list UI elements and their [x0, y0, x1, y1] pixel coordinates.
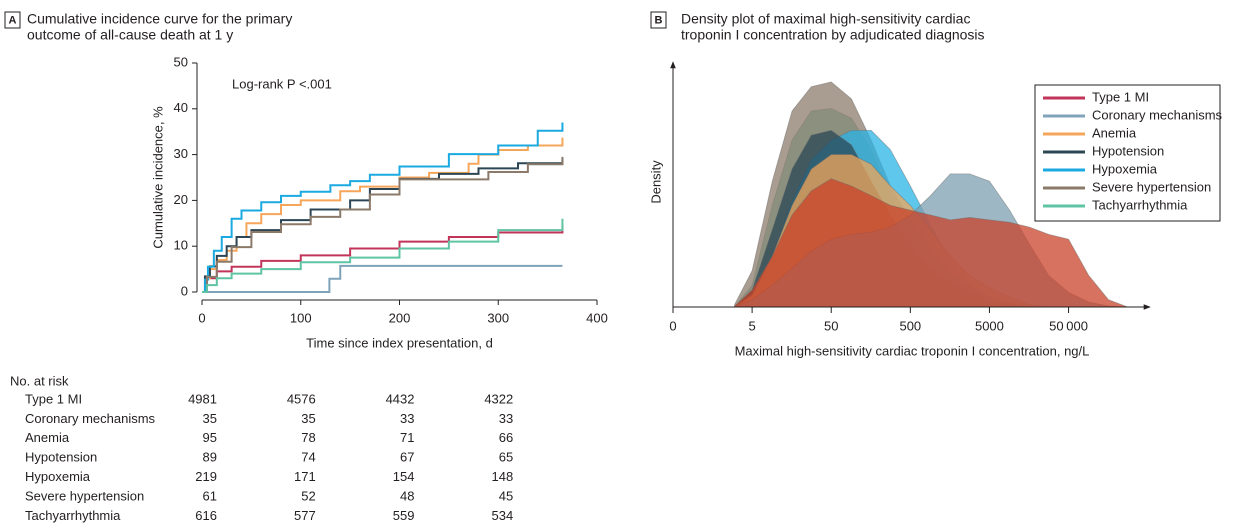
risk-table-title: No. at risk [10, 373, 69, 388]
y-tick-label: 40 [174, 100, 188, 115]
x-tick-label: 200 [389, 310, 411, 325]
risk-count: 78 [301, 430, 315, 445]
risk-count: 45 [499, 488, 513, 503]
risk-count: 4981 [188, 391, 217, 406]
risk-row-name: Anemia [25, 430, 70, 445]
risk-count: 148 [492, 469, 514, 484]
risk-count: 534 [492, 508, 514, 523]
step-line [202, 218, 564, 293]
y-tick-label: 0 [181, 283, 188, 298]
x-tick-label: 0 [198, 310, 205, 325]
y-tick-label: 20 [174, 192, 188, 207]
risk-count: 67 [400, 450, 414, 465]
risk-count: 61 [203, 488, 217, 503]
risk-row-name: Coronary mechanisms [25, 411, 156, 426]
risk-count: 171 [294, 469, 316, 484]
risk-count: 35 [301, 411, 315, 426]
y-tick-label: 50 [174, 54, 188, 69]
risk-count: 559 [393, 508, 415, 523]
risk-count: 219 [195, 469, 217, 484]
y-tick-label: 10 [174, 238, 188, 253]
risk-count: 4322 [484, 391, 513, 406]
risk-count: 33 [400, 411, 414, 426]
risk-count: 65 [499, 450, 513, 465]
risk-row-name: Hypotension [25, 450, 97, 465]
chart-title: Density plot of maximal high-sensitivity… [681, 11, 970, 27]
x-tick-label: 50 000 [1049, 318, 1088, 333]
x-tick-label: 400 [586, 310, 608, 325]
x-tick-label: 500 [899, 318, 921, 333]
panel-label-box [4, 11, 21, 29]
density-area [734, 178, 1128, 308]
risk-count: 616 [195, 508, 217, 523]
step-line [202, 264, 563, 293]
risk-count: 154 [393, 469, 415, 484]
legend-label: Tachyarrhythmia [1092, 197, 1188, 212]
x-axis-label: Time since index presentation, d [306, 335, 493, 350]
legend-label: Type 1 MI [1092, 89, 1149, 104]
y-axis-label: Cumulative incidence, % [150, 106, 165, 249]
chart-title: troponin I concentration by adjudicated … [681, 27, 985, 43]
step-line [202, 156, 564, 293]
risk-row-name: Tachyarrhythmia [25, 508, 121, 523]
legend-label: Severe hypertension [1092, 179, 1211, 194]
panel-label: B [655, 14, 663, 26]
risk-count: 35 [203, 411, 217, 426]
panel-label: A [9, 14, 17, 26]
risk-count: 577 [294, 508, 316, 523]
annotation: Log-rank P <.001 [232, 76, 332, 91]
x-tick-label: 50 [824, 318, 838, 333]
risk-count: 89 [203, 450, 217, 465]
x-tick-label: 100 [290, 310, 312, 325]
risk-count: 74 [301, 450, 315, 465]
y-axis-label: Density [648, 160, 663, 204]
risk-row-name: Severe hypertension [25, 488, 144, 503]
x-axis-label: Maximal high-sensitivity cardiac troponi… [735, 343, 1090, 358]
risk-count: 4432 [386, 391, 415, 406]
legend-label: Anemia [1092, 125, 1137, 140]
x-tick-label: 300 [487, 310, 509, 325]
chart-title: Cumulative incidence curve for the prima… [27, 11, 292, 27]
risk-count: 95 [203, 430, 217, 445]
x-tick-label: 5000 [975, 318, 1004, 333]
legend-label: Hypotension [1092, 143, 1164, 158]
step-line [202, 225, 564, 293]
chart-title: outcome of all-cause death at 1 y [27, 27, 233, 43]
legend-label: Hypoxemia [1092, 161, 1158, 176]
x-tick-label: 5 [748, 318, 755, 333]
y-tick-label: 30 [174, 146, 188, 161]
x-tick-label: 0 [669, 318, 676, 333]
risk-row-name: Hypoxemia [25, 469, 91, 484]
risk-count: 4576 [287, 391, 316, 406]
risk-count: 52 [301, 488, 315, 503]
risk-count: 66 [499, 430, 513, 445]
risk-count: 33 [499, 411, 513, 426]
risk-count: 48 [400, 488, 414, 503]
step-line [202, 137, 564, 293]
panel-label-box [650, 11, 667, 29]
risk-count: 71 [400, 430, 414, 445]
legend-label: Coronary mechanisms [1092, 107, 1223, 122]
step-line [202, 158, 564, 293]
step-line [202, 122, 564, 293]
risk-row-name: Type 1 MI [25, 391, 82, 406]
